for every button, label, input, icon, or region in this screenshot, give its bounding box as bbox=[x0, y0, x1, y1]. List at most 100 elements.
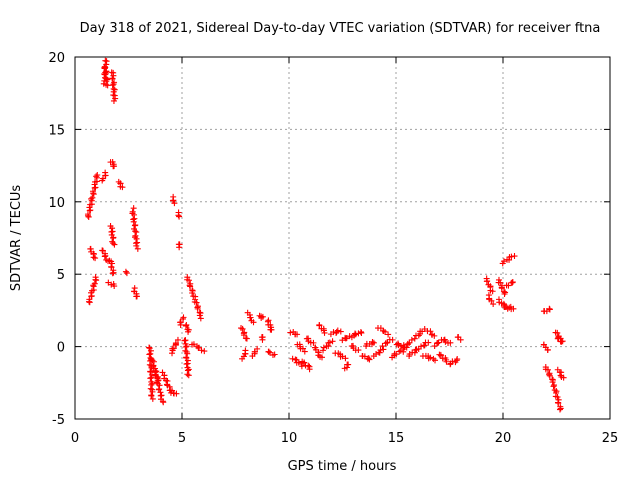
data-point bbox=[443, 358, 450, 365]
data-point bbox=[134, 245, 141, 252]
grid-lines bbox=[75, 57, 610, 419]
data-point bbox=[148, 392, 155, 399]
data-point bbox=[196, 312, 203, 319]
data-point bbox=[449, 358, 456, 365]
data-point bbox=[421, 342, 428, 349]
data-point bbox=[89, 194, 96, 201]
data-point bbox=[123, 270, 130, 277]
data-point bbox=[295, 359, 302, 366]
data-point bbox=[457, 336, 464, 343]
data-point bbox=[109, 270, 116, 277]
data-point bbox=[431, 332, 438, 339]
data-point bbox=[247, 314, 254, 321]
y-axis-label: SDTVAR / TECUs bbox=[9, 185, 24, 292]
data-point bbox=[84, 211, 91, 218]
data-point bbox=[271, 351, 278, 358]
data-point bbox=[505, 282, 512, 289]
data-point bbox=[501, 290, 508, 297]
data-point bbox=[550, 383, 557, 390]
data-point bbox=[170, 345, 177, 352]
data-point bbox=[184, 350, 191, 357]
data-point bbox=[130, 218, 137, 225]
data-point bbox=[131, 215, 138, 222]
data-point bbox=[147, 385, 154, 392]
data-point bbox=[90, 254, 97, 261]
data-point bbox=[425, 339, 432, 346]
data-point bbox=[310, 339, 317, 346]
data-point bbox=[130, 205, 137, 212]
data-point bbox=[185, 372, 192, 379]
data-point bbox=[171, 200, 178, 207]
data-point bbox=[259, 313, 266, 320]
data-point bbox=[240, 332, 247, 339]
data-point bbox=[345, 361, 352, 368]
data-point bbox=[265, 348, 272, 355]
data-point bbox=[194, 305, 201, 312]
data-point bbox=[155, 377, 162, 384]
data-point bbox=[110, 235, 117, 242]
data-point bbox=[146, 344, 153, 351]
data-point bbox=[190, 341, 197, 348]
y-tick-label: 20 bbox=[48, 51, 65, 66]
data-point bbox=[427, 328, 434, 335]
data-point bbox=[87, 207, 94, 214]
data-point bbox=[86, 296, 93, 303]
data-point bbox=[146, 345, 153, 352]
data-point bbox=[379, 343, 386, 350]
data-point bbox=[500, 258, 507, 265]
data-point bbox=[316, 322, 323, 329]
data-point bbox=[560, 374, 567, 381]
data-point bbox=[489, 288, 496, 295]
data-point bbox=[102, 71, 109, 78]
y-tick-label: 10 bbox=[48, 196, 65, 211]
data-point bbox=[498, 285, 505, 292]
data-point bbox=[122, 268, 129, 275]
data-point bbox=[110, 240, 117, 247]
data-point bbox=[412, 347, 419, 354]
data-point bbox=[180, 314, 187, 321]
data-point bbox=[305, 362, 312, 369]
data-point bbox=[250, 319, 257, 326]
data-points bbox=[84, 57, 567, 413]
data-point bbox=[189, 289, 196, 296]
data-point bbox=[549, 379, 556, 386]
plot-frame bbox=[74, 56, 611, 420]
data-point bbox=[88, 292, 95, 299]
data-point bbox=[111, 163, 118, 170]
data-point bbox=[175, 212, 182, 219]
data-point bbox=[92, 184, 99, 191]
data-point bbox=[488, 297, 495, 304]
x-tick-label: 10 bbox=[281, 431, 298, 446]
data-point bbox=[435, 339, 442, 346]
data-point bbox=[85, 213, 92, 220]
data-point bbox=[183, 354, 190, 361]
data-point bbox=[289, 355, 296, 362]
data-point bbox=[111, 241, 118, 248]
data-point bbox=[177, 319, 184, 326]
data-point bbox=[176, 213, 183, 220]
data-point bbox=[92, 255, 99, 262]
data-point bbox=[101, 253, 108, 260]
data-point bbox=[554, 394, 561, 401]
data-point bbox=[243, 335, 250, 342]
data-point bbox=[198, 347, 205, 354]
data-point bbox=[268, 326, 275, 333]
data-point bbox=[365, 355, 372, 362]
data-point bbox=[329, 338, 336, 345]
data-point bbox=[544, 366, 551, 373]
data-point bbox=[326, 339, 333, 346]
data-point bbox=[184, 371, 191, 378]
data-point bbox=[411, 335, 418, 342]
data-point bbox=[182, 322, 189, 329]
data-point bbox=[184, 367, 191, 374]
data-point bbox=[306, 366, 313, 373]
data-point bbox=[497, 279, 504, 286]
data-point bbox=[185, 328, 192, 335]
data-point bbox=[510, 305, 517, 312]
data-point bbox=[163, 377, 170, 384]
data-point bbox=[149, 395, 156, 402]
data-point bbox=[147, 347, 154, 354]
y-tick-label: 15 bbox=[48, 123, 65, 138]
data-point bbox=[133, 229, 140, 236]
data-point bbox=[389, 336, 396, 343]
